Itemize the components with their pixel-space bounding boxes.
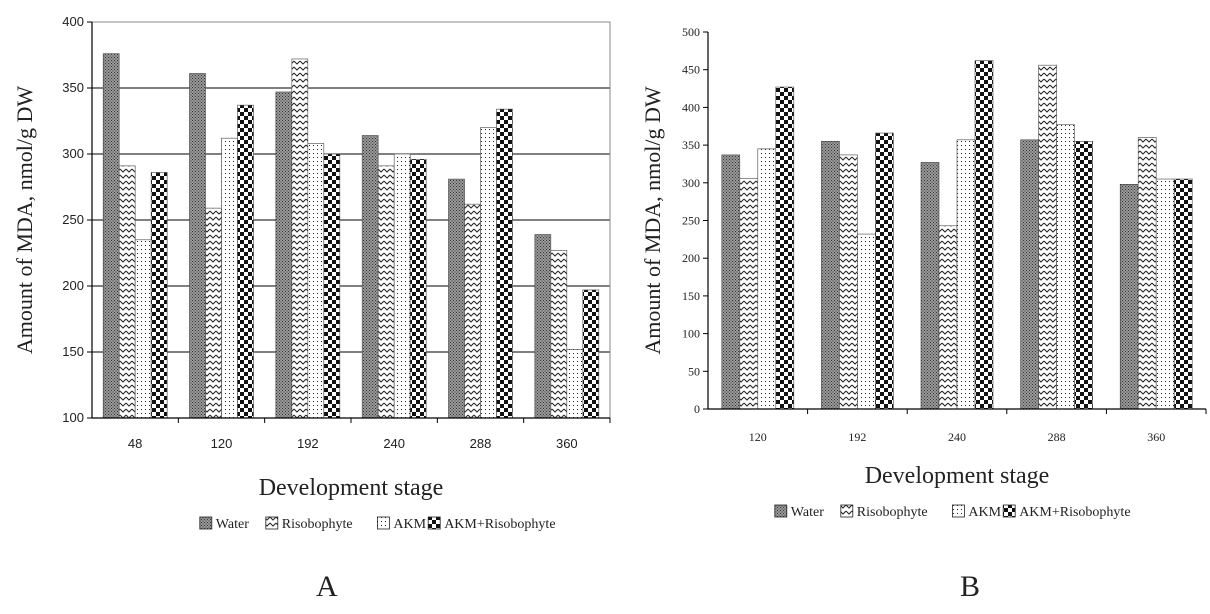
legend-swatch [1002,504,1016,518]
legend-label: Risobophyte [857,505,928,520]
bar [1155,178,1175,410]
bar [323,153,341,419]
x-tick-label: 192 [297,436,319,451]
bar [974,60,994,410]
bar [221,137,238,419]
x-tick-label: 240 [383,436,405,451]
bar [739,177,759,410]
y-tick-label: 300 [62,146,84,161]
bar [377,165,395,419]
bar [938,225,958,410]
bar [1137,137,1157,410]
bar [757,148,777,410]
legend-swatch [840,504,854,518]
legend-swatch [952,504,965,518]
y-tick-label: 150 [682,289,700,303]
legend-label: AKM+Risobophyte [1019,505,1130,520]
bar [775,86,795,410]
y-tick-label: 50 [688,364,700,378]
bar [480,127,497,419]
y-tick-label: 450 [682,63,700,77]
y-tick-label: 0 [694,402,700,416]
x-tick-label: 120 [749,430,767,444]
legend-swatch [199,516,213,530]
legend-label: Risobophyte [282,517,353,532]
bar [821,141,840,410]
bar [721,154,741,410]
bar [361,135,379,419]
y-tick-label: 350 [682,138,700,152]
x-tick-label: 120 [211,436,233,451]
y-tick-label: 250 [62,212,84,227]
y-tick-label: 400 [62,14,84,29]
bar [857,233,876,410]
bar [189,73,206,419]
bar [291,58,309,419]
legend-swatch [774,504,788,518]
chart-b: 120 192 240 288 360 0 50 100 150 200 250 300 350 400 4… [640,25,1207,520]
bar [118,165,136,419]
bar [237,104,254,419]
bar [275,91,293,419]
bar [464,203,481,419]
bar [1056,124,1075,410]
bar [448,178,465,419]
y-tick-label: 250 [682,214,700,228]
bar [582,289,600,419]
y-axis-title: Amount of MDA, nmol/g DW [640,86,665,355]
bar [393,153,411,419]
bar [920,162,940,410]
panel-label-b: B [960,570,981,603]
legend-label: Water [216,517,249,532]
bar [956,139,976,410]
x-tick-label: 48 [128,436,142,451]
y-tick-label: 200 [682,251,700,265]
bar [307,143,325,419]
bar [1020,139,1039,410]
x-tick-label: 288 [470,436,492,451]
legend-label: AKM+Risobophyte [444,517,555,532]
bar [1173,178,1193,410]
x-tick-label: 192 [848,430,866,444]
bar [839,154,858,410]
bar [205,207,222,419]
legend-swatch [265,516,279,530]
chart-a: 48 120 192 240 288 360 100 150 200 250 300 350 400 De… [12,14,611,532]
y-tick-label: 200 [62,278,84,293]
bar [1119,184,1139,410]
bar [875,132,894,410]
bar [496,108,513,419]
legend-label: Water [791,505,824,520]
bar [1038,64,1057,410]
y-tick-label: 400 [682,100,700,114]
y-tick-label: 150 [62,344,84,359]
x-tick-label: 288 [1048,430,1066,444]
bar [550,250,568,419]
bar [534,234,552,419]
bar [150,172,168,419]
x-tick-label: 240 [948,430,966,444]
y-tick-label: 500 [682,25,700,39]
legend-swatch [427,516,441,530]
y-axis-title: Amount of MDA, nmol/g DW [12,86,37,355]
legend-swatch [376,516,390,530]
bar [566,349,584,419]
y-tick-label: 100 [62,410,84,425]
legend-label: AKM [968,505,1001,520]
y-tick-label: 300 [682,176,700,190]
bar [1074,141,1093,410]
legend-label: AKM [393,517,426,532]
y-tick-label: 100 [682,327,700,341]
x-axis-title: Development stage [259,475,444,501]
bar [409,158,427,419]
panel-label-a: A [316,570,338,603]
x-tick-label: 360 [556,436,578,451]
y-tick-label: 350 [62,80,84,95]
bar [134,239,152,419]
bar [102,53,120,419]
x-tick-label: 360 [1147,430,1165,444]
x-axis-title: Development stage [865,463,1050,489]
